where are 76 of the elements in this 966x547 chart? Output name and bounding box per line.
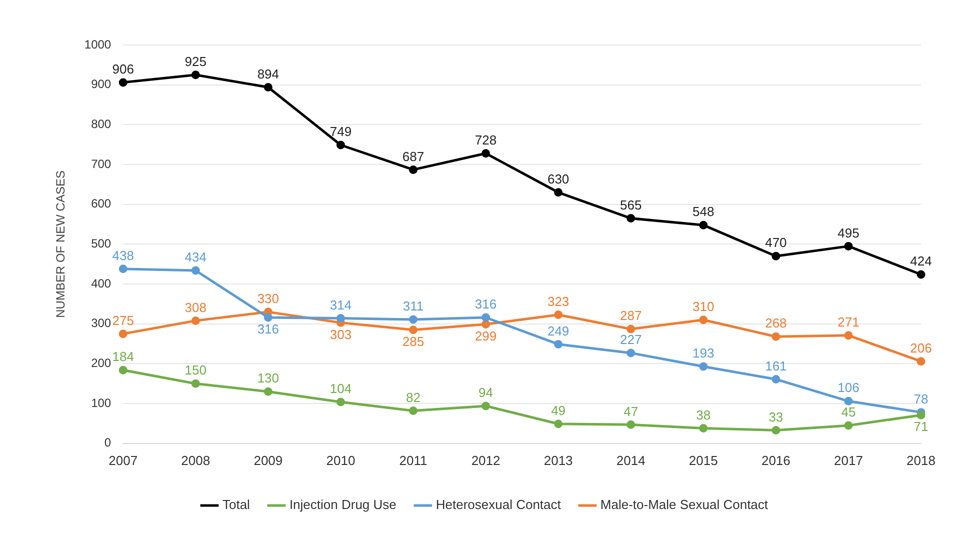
data-label: 130 — [257, 370, 280, 386]
data-label: 565 — [620, 197, 642, 212]
data-label: 249 — [547, 323, 570, 338]
x-tick-label: 2013 — [544, 452, 573, 468]
data-label: 323 — [547, 294, 570, 309]
data-label: 495 — [838, 225, 860, 240]
data-label: 311 — [402, 298, 424, 314]
data-label: 49 — [551, 402, 566, 418]
y-tick-label: 1000 — [84, 37, 112, 52]
data-label: 299 — [474, 328, 497, 344]
y-tick-label: 300 — [91, 316, 112, 330]
x-tick-label: 2009 — [254, 452, 283, 468]
legend-label: Total — [222, 497, 250, 512]
x-tick-label: 2011 — [399, 452, 428, 468]
data-label: 45 — [841, 404, 856, 420]
x-tick-label: 2015 — [688, 452, 718, 468]
x-tick-label: 2014 — [616, 452, 646, 468]
y-tick-label: 400 — [91, 276, 112, 290]
data-label: 438 — [112, 248, 134, 263]
data-label: 434 — [184, 250, 206, 265]
data-label: 227 — [620, 332, 642, 348]
data-label: 71 — [914, 419, 928, 434]
y-tick-label: 900 — [91, 77, 112, 92]
x-tick-label: 2017 — [834, 452, 863, 468]
y-tick-label: 500 — [91, 236, 112, 251]
x-tick-label: 2018 — [906, 452, 936, 468]
data-label: 106 — [838, 380, 860, 396]
y-tick-label: 200 — [91, 356, 112, 370]
x-tick-label: 2007 — [108, 452, 138, 468]
data-label: 193 — [692, 346, 714, 361]
data-label: 78 — [914, 391, 928, 406]
data-label: 308 — [184, 300, 206, 315]
data-label: 925 — [184, 54, 206, 69]
data-label: 470 — [765, 235, 787, 250]
legend-label: Injection Drug Use — [289, 497, 396, 512]
data-label: 161 — [765, 358, 787, 374]
legend-label: Heterosexual Contact — [436, 497, 562, 512]
data-label: 271 — [838, 314, 860, 330]
data-label: 630 — [547, 171, 570, 186]
legend-label: Male-to-Male Sexual Contact — [600, 497, 768, 512]
data-label: 548 — [692, 204, 714, 220]
data-label: 206 — [910, 340, 932, 356]
data-label: 33 — [768, 409, 784, 424]
y-axis-title: NUMBER OF NEW CASES — [54, 170, 68, 318]
x-tick-label: 2010 — [326, 452, 356, 468]
data-label: 728 — [474, 132, 497, 148]
data-label: 310 — [692, 298, 714, 314]
y-tick-label: 700 — [91, 156, 112, 171]
data-label: 38 — [696, 407, 711, 422]
data-label: 316 — [257, 322, 280, 337]
data-label: 316 — [474, 296, 497, 312]
data-label: 94 — [478, 385, 494, 400]
data-label: 906 — [112, 62, 134, 77]
y-tick-label: 0 — [104, 436, 112, 450]
data-label: 268 — [765, 316, 787, 331]
data-label: 150 — [184, 362, 206, 378]
data-label: 749 — [330, 124, 352, 140]
x-tick-label: 2008 — [181, 452, 210, 468]
data-label: 314 — [330, 297, 352, 312]
data-label: 303 — [330, 326, 352, 342]
data-label: 894 — [257, 66, 280, 82]
data-label: 47 — [624, 404, 638, 419]
x-tick-label: 2016 — [761, 452, 790, 468]
y-tick-label: 100 — [91, 396, 112, 410]
data-label: 287 — [620, 308, 642, 324]
data-label: 687 — [402, 148, 424, 164]
data-label: 184 — [112, 349, 134, 364]
data-label: 424 — [910, 254, 932, 269]
x-tick-label: 2012 — [471, 452, 500, 468]
data-label: 275 — [112, 312, 134, 328]
data-label: 285 — [402, 334, 424, 349]
y-tick-label: 600 — [91, 196, 112, 211]
data-label: 82 — [406, 390, 420, 405]
data-label: 330 — [257, 291, 280, 306]
y-tick-label: 800 — [91, 116, 112, 131]
data-label: 104 — [330, 381, 352, 396]
